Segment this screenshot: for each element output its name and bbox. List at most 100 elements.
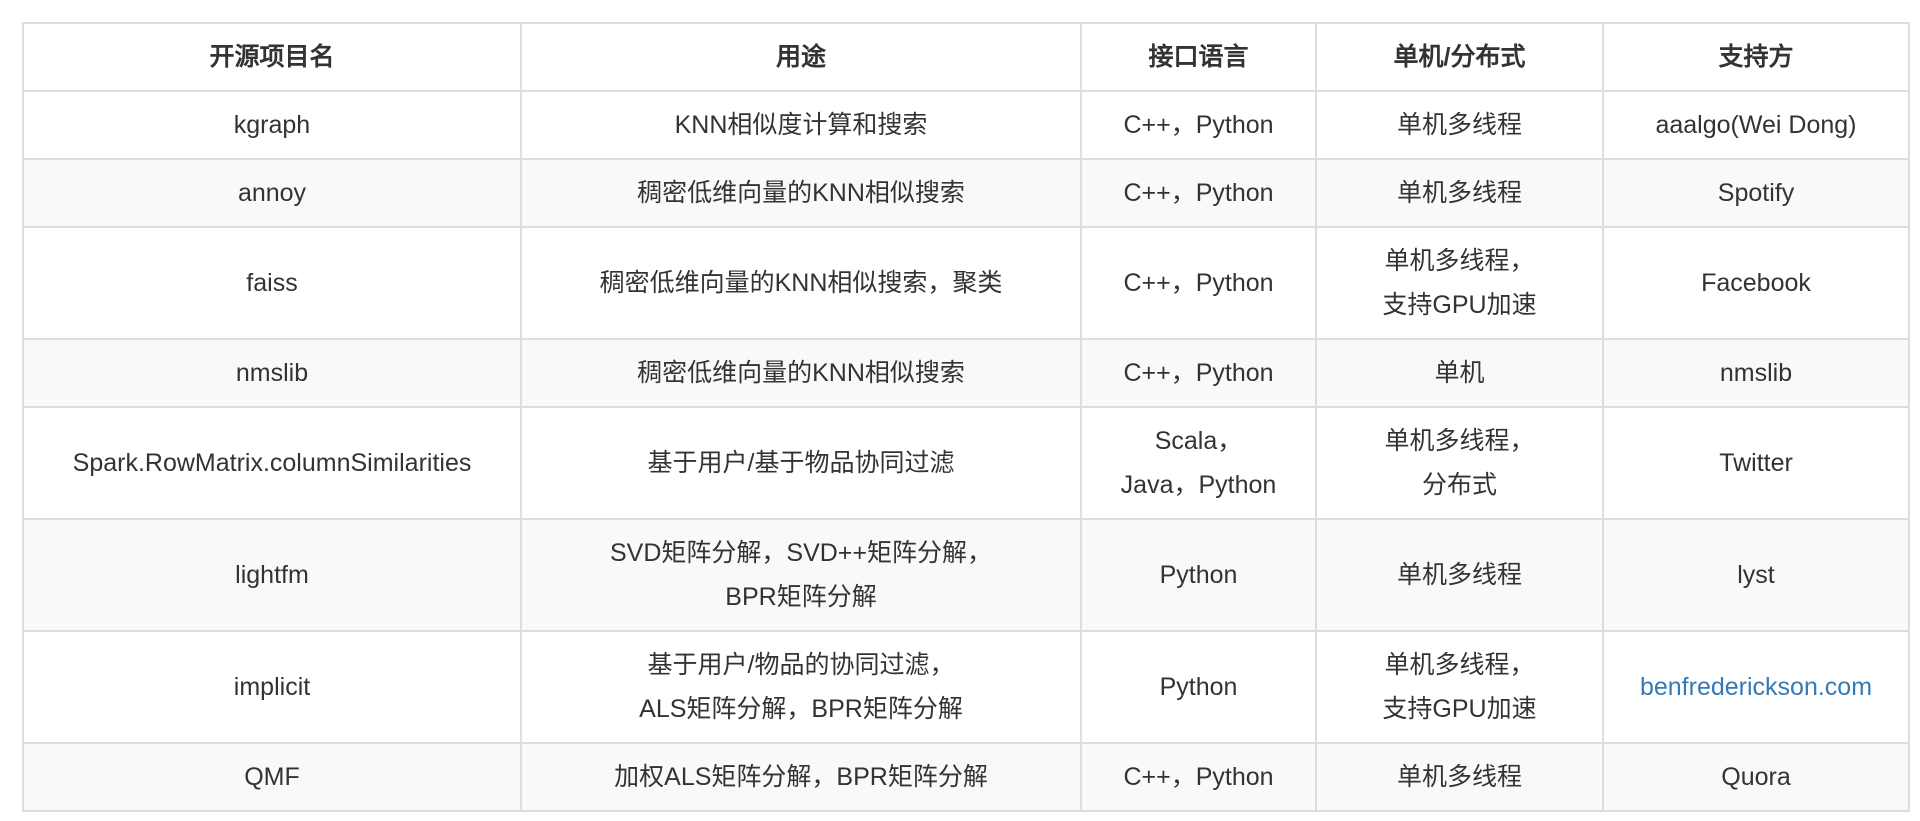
cell-text: 分布式 <box>1421 471 1497 499</box>
cell-text: 加权ALS矩阵分解，BPR矩阵分解 <box>614 763 988 791</box>
cell-name: lightfm <box>22 518 522 632</box>
cell-use: 基于用户/基于物品协同过滤 <box>520 406 1082 520</box>
cell-text: 单机多线程 <box>1396 763 1522 791</box>
cell-mode: 单机 <box>1315 338 1604 408</box>
cell-text: faiss <box>246 269 298 297</box>
header-mode: 单机/分布式 <box>1315 22 1604 92</box>
cell-lang: C++，Python <box>1080 742 1317 812</box>
cell-text: lightfm <box>235 561 309 589</box>
cell-support: lyst <box>1602 518 1910 632</box>
cell-text: kgraph <box>233 111 311 139</box>
cell-text: 单机多线程， <box>1384 651 1535 679</box>
header-language: 接口语言 <box>1080 22 1317 92</box>
cell-use: 加权ALS矩阵分解，BPR矩阵分解 <box>520 742 1082 812</box>
cell-text: C++，Python <box>1123 111 1274 139</box>
cell-name: implicit <box>22 630 522 744</box>
cell-text: 单机多线程 <box>1396 111 1522 139</box>
cell-text: Spark.RowMatrix.columnSimilarities <box>72 449 472 477</box>
cell-text: nmslib <box>235 359 309 387</box>
cell-support: Facebook <box>1602 226 1910 340</box>
cell-text: Java，Python <box>1120 471 1277 499</box>
cell-text: 稠密低维向量的KNN相似搜索 <box>637 179 965 207</box>
cell-text: implicit <box>233 673 311 701</box>
open-source-projects-table: 开源项目名 用途 接口语言 单机/分布式 支持方 kgraph KNN相似度计算和搜索 C+… <box>22 22 1910 812</box>
cell-text: C++，Python <box>1123 179 1274 207</box>
cell-text: C++，Python <box>1123 359 1274 387</box>
cell-text: Twitter <box>1719 449 1793 477</box>
cell-text: 稠密低维向量的KNN相似搜索，聚类 <box>599 269 1003 297</box>
cell-lang: Scala， Java，Python <box>1080 406 1317 520</box>
cell-name: nmslib <box>22 338 522 408</box>
cell-text: BPR矩阵分解 <box>725 583 877 611</box>
cell-support: benfrederickson.com <box>1602 630 1910 744</box>
header-supporter: 支持方 <box>1602 22 1910 92</box>
cell-text: KNN相似度计算和搜索 <box>674 111 928 139</box>
cell-name: faiss <box>22 226 522 340</box>
cell-text: ALS矩阵分解，BPR矩阵分解 <box>639 695 963 723</box>
cell-text: 稠密低维向量的KNN相似搜索 <box>637 359 965 387</box>
table-row: lightfm SVD矩阵分解，SVD++矩阵分解， BPR矩阵分解 Python 单机… <box>22 518 1910 632</box>
table-row: QMF 加权ALS矩阵分解，BPR矩阵分解 C++，Python 单机多线程 Quora <box>22 742 1910 812</box>
cell-text: Spotify <box>1717 179 1795 207</box>
cell-text: C++，Python <box>1123 269 1274 297</box>
cell-support: aaalgo(Wei Dong) <box>1602 90 1910 160</box>
cell-mode: 单机多线程 <box>1315 90 1604 160</box>
header-project-name: 开源项目名 <box>22 22 522 92</box>
cell-lang: C++，Python <box>1080 226 1317 340</box>
cell-text: Python <box>1159 561 1238 589</box>
cell-text: 基于用户/基于物品协同过滤 <box>647 449 955 477</box>
cell-text: Python <box>1159 673 1238 701</box>
cell-support: Spotify <box>1602 158 1910 228</box>
cell-mode: 单机多线程， 支持GPU加速 <box>1315 226 1604 340</box>
table-row: kgraph KNN相似度计算和搜索 C++，Python 单机多线程 aaalgo(W… <box>22 90 1910 160</box>
cell-lang: C++，Python <box>1080 158 1317 228</box>
cell-lang: C++，Python <box>1080 90 1317 160</box>
cell-text: aaalgo(Wei Dong) <box>1655 111 1857 139</box>
cell-lang: C++，Python <box>1080 338 1317 408</box>
cell-lang: Python <box>1080 518 1317 632</box>
cell-text: lyst <box>1737 561 1775 589</box>
cell-text: annoy <box>237 179 307 207</box>
cell-text: 单机多线程 <box>1396 561 1522 589</box>
cell-name: annoy <box>22 158 522 228</box>
cell-text: 单机多线程 <box>1396 179 1522 207</box>
cell-text: 支持GPU加速 <box>1382 291 1537 319</box>
cell-use: 稠密低维向量的KNN相似搜索 <box>520 158 1082 228</box>
header-use: 用途 <box>520 22 1082 92</box>
cell-text: 单机多线程， <box>1384 247 1535 275</box>
cell-mode: 单机多线程 <box>1315 742 1604 812</box>
cell-text: 支持GPU加速 <box>1382 695 1537 723</box>
cell-name: Spark.RowMatrix.columnSimilarities <box>22 406 522 520</box>
cell-name: QMF <box>22 742 522 812</box>
supporter-link[interactable]: benfrederickson.com <box>1639 673 1873 701</box>
cell-text: SVD矩阵分解，SVD++矩阵分解， <box>609 539 992 567</box>
cell-text: 单机多线程， <box>1384 427 1535 455</box>
cell-text: 基于用户/物品的协同过滤， <box>647 651 955 679</box>
cell-mode: 单机多线程， 分布式 <box>1315 406 1604 520</box>
cell-use: 稠密低维向量的KNN相似搜索 <box>520 338 1082 408</box>
cell-use: SVD矩阵分解，SVD++矩阵分解， BPR矩阵分解 <box>520 518 1082 632</box>
table-row: nmslib 稠密低维向量的KNN相似搜索 C++，Python 单机 nmslib <box>22 338 1910 408</box>
cell-name: kgraph <box>22 90 522 160</box>
cell-text: Quora <box>1721 763 1791 791</box>
cell-text: QMF <box>244 763 300 791</box>
cell-lang: Python <box>1080 630 1317 744</box>
cell-mode: 单机多线程 <box>1315 518 1604 632</box>
table-row: annoy 稠密低维向量的KNN相似搜索 C++，Python 单机多线程 Spotif… <box>22 158 1910 228</box>
cell-mode: 单机多线程， 支持GPU加速 <box>1315 630 1604 744</box>
cell-support: Twitter <box>1602 406 1910 520</box>
table-row: implicit 基于用户/物品的协同过滤， ALS矩阵分解，BPR矩阵分解 Pyth… <box>22 630 1910 744</box>
table-row: faiss 稠密低维向量的KNN相似搜索，聚类 C++，Python 单机多线程， 支持… <box>22 226 1910 340</box>
cell-text: C++，Python <box>1123 763 1274 791</box>
table-header-row: 开源项目名 用途 接口语言 单机/分布式 支持方 <box>22 22 1910 92</box>
cell-support: Quora <box>1602 742 1910 812</box>
cell-text: 单机 <box>1434 359 1485 387</box>
cell-support: nmslib <box>1602 338 1910 408</box>
cell-text: Scala， <box>1154 427 1243 455</box>
cell-use: KNN相似度计算和搜索 <box>520 90 1082 160</box>
cell-use: 稠密低维向量的KNN相似搜索，聚类 <box>520 226 1082 340</box>
cell-text: Facebook <box>1701 269 1811 297</box>
table-row: Spark.RowMatrix.columnSimilarities 基于用户/基… <box>22 406 1910 520</box>
cell-mode: 单机多线程 <box>1315 158 1604 228</box>
cell-use: 基于用户/物品的协同过滤， ALS矩阵分解，BPR矩阵分解 <box>520 630 1082 744</box>
